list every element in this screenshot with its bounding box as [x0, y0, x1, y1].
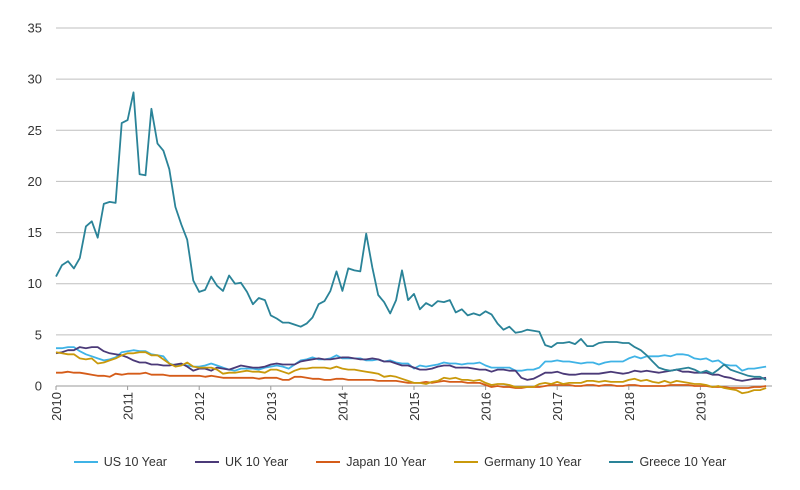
legend-label: Japan 10 Year: [346, 455, 427, 469]
legend-label: UK 10 Year: [224, 455, 289, 469]
x-tick-label: 2015: [407, 392, 422, 421]
legend-label: US 10 Year: [103, 455, 167, 469]
legend-label: Germany 10 Year: [484, 455, 582, 469]
legend-swatch: [454, 461, 479, 463]
x-tick-label: 2011: [121, 392, 136, 420]
y-tick-label: 20: [28, 174, 42, 189]
y-tick-label: 10: [28, 276, 42, 291]
legend-swatch: [609, 461, 634, 463]
y-tick-label: 35: [28, 21, 42, 36]
legend-label: Greece 10 Year: [639, 455, 727, 469]
x-tick-label: 2019: [693, 392, 708, 421]
x-tick-label: 2017: [550, 392, 565, 421]
legend-swatch: [73, 461, 98, 463]
y-tick-label: 0: [35, 379, 42, 394]
x-axis-ticks: 2010 2011 2012 2013 2014 2015 2016 2017 2018 2019: [49, 386, 708, 421]
x-tick-label: 2018: [622, 392, 637, 421]
legend-item: Japan 10 Year: [316, 455, 426, 469]
legend: US 10 Year UK 10 Year Japan 10 Year Germany…: [0, 452, 800, 472]
series-line-japan-10-year: [56, 370, 767, 389]
y-tick-label: 30: [28, 72, 42, 87]
x-tick-label: 2014: [335, 392, 350, 421]
legend-item: US 10 Year: [73, 455, 167, 469]
legend-swatch: [316, 461, 341, 463]
series-line-germany-10-year: [55, 351, 767, 395]
y-axis-ticks: 0 5 10 15 20 25 30 35: [28, 21, 42, 394]
legend-swatch: [194, 461, 219, 463]
y-tick-label: 25: [28, 123, 42, 138]
legend-item: Greece 10 Year: [609, 455, 726, 469]
y-tick-label: 15: [28, 225, 42, 240]
x-tick-label: 2012: [192, 392, 207, 421]
x-tick-label: 2013: [264, 392, 279, 421]
gridlines: [56, 27, 772, 387]
series-line-uk-10-year: [55, 346, 767, 382]
y-tick-label: 5: [35, 327, 42, 342]
legend-item: UK 10 Year: [194, 455, 289, 469]
series-lines: [55, 91, 767, 395]
legend-item: Germany 10 Year: [454, 455, 581, 469]
x-tick-label: 2016: [479, 392, 494, 421]
x-tick-label: 2010: [49, 392, 64, 421]
series-line-greece-10-year: [55, 91, 767, 381]
